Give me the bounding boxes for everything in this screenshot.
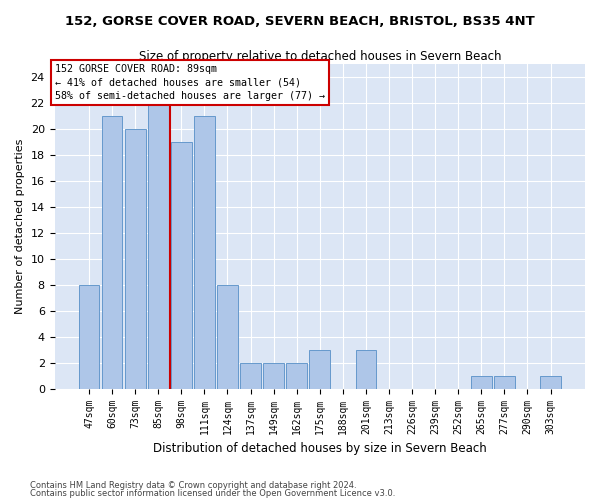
Bar [79, 285, 100, 389]
Text: 152 GORSE COVER ROAD: 89sqm
← 41% of detached houses are smaller (54)
58% of sem: 152 GORSE COVER ROAD: 89sqm ← 41% of det… [55, 64, 325, 100]
Bar [171, 142, 192, 388]
Bar [263, 362, 284, 388]
Bar [494, 376, 515, 388]
Title: Size of property relative to detached houses in Severn Beach: Size of property relative to detached ho… [139, 50, 501, 63]
Y-axis label: Number of detached properties: Number of detached properties [15, 138, 25, 314]
Bar [240, 362, 261, 388]
X-axis label: Distribution of detached houses by size in Severn Beach: Distribution of detached houses by size … [153, 442, 487, 455]
Bar [310, 350, 330, 389]
Bar [194, 116, 215, 388]
Text: Contains public sector information licensed under the Open Government Licence v3: Contains public sector information licen… [30, 489, 395, 498]
Text: Contains HM Land Registry data © Crown copyright and database right 2024.: Contains HM Land Registry data © Crown c… [30, 480, 356, 490]
Bar [540, 376, 561, 388]
Bar [471, 376, 491, 388]
Bar [102, 116, 122, 388]
Bar [148, 103, 169, 389]
Bar [286, 362, 307, 388]
Bar [217, 285, 238, 389]
Text: 152, GORSE COVER ROAD, SEVERN BEACH, BRISTOL, BS35 4NT: 152, GORSE COVER ROAD, SEVERN BEACH, BRI… [65, 15, 535, 28]
Bar [125, 129, 146, 388]
Bar [356, 350, 376, 389]
